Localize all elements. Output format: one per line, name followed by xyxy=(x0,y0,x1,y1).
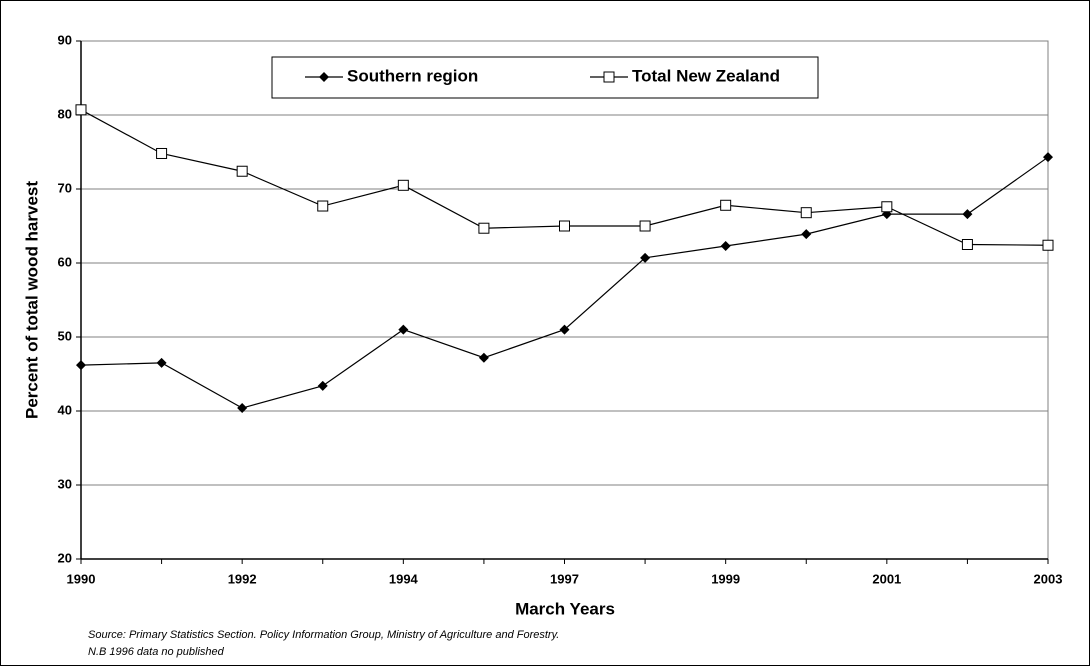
marker xyxy=(639,220,651,232)
x-tick-label: 1992 xyxy=(228,571,257,586)
x-tick-label: 1999 xyxy=(711,571,740,586)
marker xyxy=(881,201,893,213)
marker xyxy=(1043,152,1053,163)
y-tick-label: 80 xyxy=(58,106,72,121)
source-note: Source: Primary Statistics Section. Poli… xyxy=(88,629,559,641)
x-axis-label: March Years xyxy=(515,599,615,618)
marker xyxy=(317,200,329,212)
marker xyxy=(478,222,490,234)
marker xyxy=(640,252,651,263)
marker xyxy=(800,207,812,219)
marker xyxy=(156,357,167,368)
x-tick-label: 2003 xyxy=(1034,571,1063,586)
marker xyxy=(720,199,732,211)
note: N.B 1996 data no published xyxy=(88,646,225,658)
y-tick-label: 40 xyxy=(58,402,72,417)
marker xyxy=(397,179,409,191)
plot-area xyxy=(80,40,1049,560)
marker xyxy=(76,360,86,371)
x-tick-label: 1994 xyxy=(389,571,419,586)
marker xyxy=(603,71,615,83)
marker xyxy=(962,209,973,220)
y-tick-label: 60 xyxy=(58,254,72,269)
y-tick-label: 50 xyxy=(58,328,72,343)
marker xyxy=(801,229,812,240)
marker xyxy=(236,165,248,177)
marker xyxy=(317,380,328,391)
legend-label: Southern region xyxy=(347,66,478,85)
marker xyxy=(398,324,409,335)
y-tick-label: 20 xyxy=(58,550,72,565)
marker xyxy=(961,239,973,250)
legend xyxy=(271,56,819,99)
x-tick-label: 2001 xyxy=(872,571,901,586)
marker xyxy=(237,403,248,414)
marker xyxy=(75,104,87,116)
y-axis-label: Percent of total wood harvest xyxy=(22,181,41,419)
marker xyxy=(720,240,731,251)
y-tick-label: 30 xyxy=(58,476,72,491)
marker xyxy=(478,352,489,363)
marker xyxy=(559,324,570,335)
marker xyxy=(156,147,168,159)
x-tick-label: 1990 xyxy=(67,571,96,586)
marker xyxy=(319,72,329,82)
x-tick-label: 1997 xyxy=(550,571,579,586)
marker xyxy=(559,220,570,232)
marker xyxy=(1042,239,1054,251)
y-tick-label: 90 xyxy=(58,32,72,47)
y-tick-label: 70 xyxy=(58,180,72,195)
legend-label: Total New Zealand xyxy=(632,66,780,85)
